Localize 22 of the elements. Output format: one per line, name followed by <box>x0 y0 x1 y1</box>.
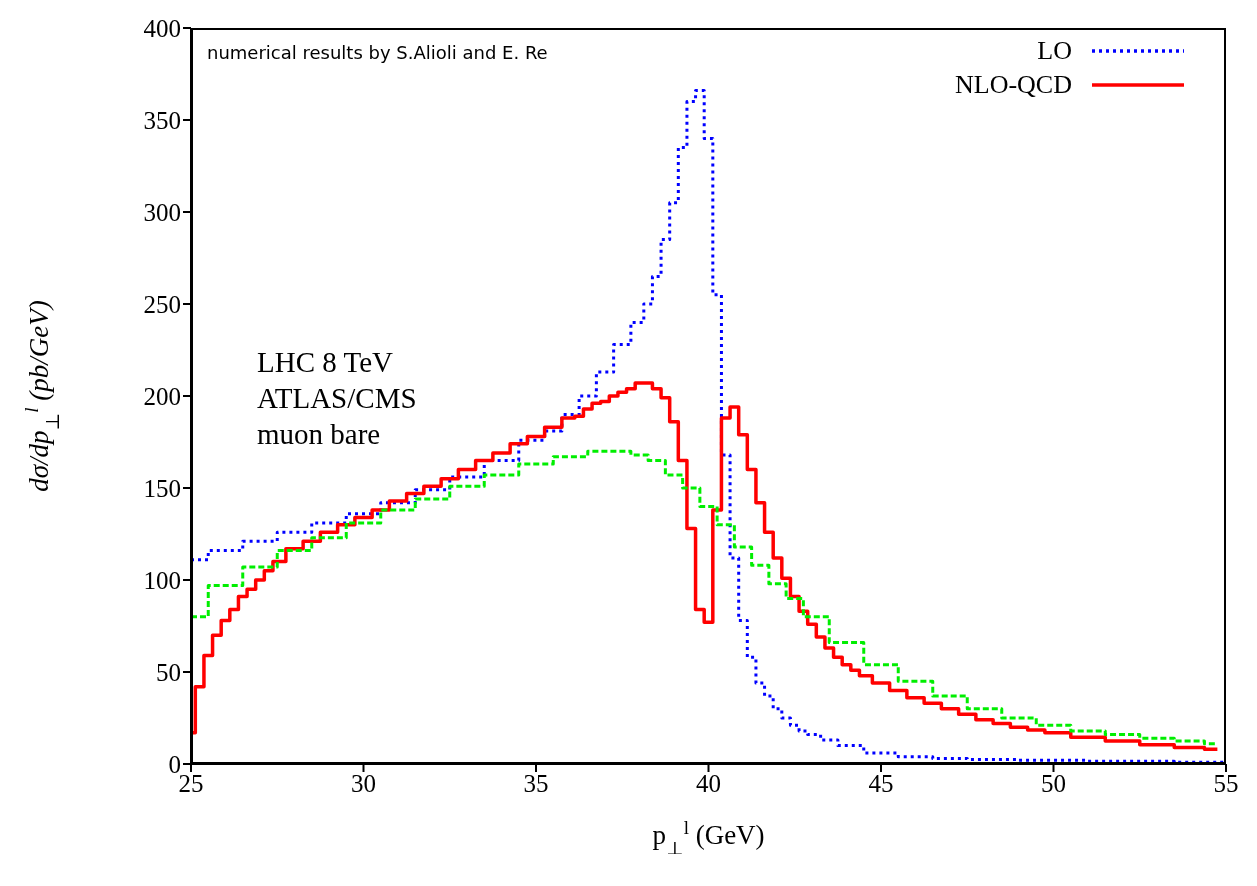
annotation: muon bare <box>257 418 381 451</box>
annotation: LHC 8 TeV <box>257 346 393 379</box>
legend-label: LO <box>1037 36 1072 66</box>
x-tick-label: 35 <box>523 769 549 797</box>
y-tick-label: 100 <box>143 566 181 594</box>
x-tick-label: 40 <box>696 769 721 797</box>
x-tick-label: 55 <box>1213 769 1239 797</box>
x-tick-label: 45 <box>868 769 894 797</box>
y-tick-label: 350 <box>143 106 181 134</box>
y-tick-label: 400 <box>143 14 181 42</box>
y-tick-label: 250 <box>143 290 181 318</box>
annotation: ATLAS/CMS <box>257 382 417 415</box>
legend-label: NLO-QCD <box>955 70 1072 100</box>
y-tick-label: 150 <box>143 474 181 502</box>
y-tick-label: 50 <box>156 658 181 686</box>
annotation: numerical results by S.Alioli and E. Re <box>207 42 548 63</box>
x-axis-title: p$_{⊥}$$^{l}$ (GeV) <box>652 816 765 859</box>
x-tick-label: 50 <box>1041 769 1066 797</box>
x-tick-label: 30 <box>351 769 376 797</box>
y-tick-label: 0 <box>168 750 181 778</box>
y-tick-label: 300 <box>143 198 181 226</box>
y-tick-label: 200 <box>143 382 181 410</box>
